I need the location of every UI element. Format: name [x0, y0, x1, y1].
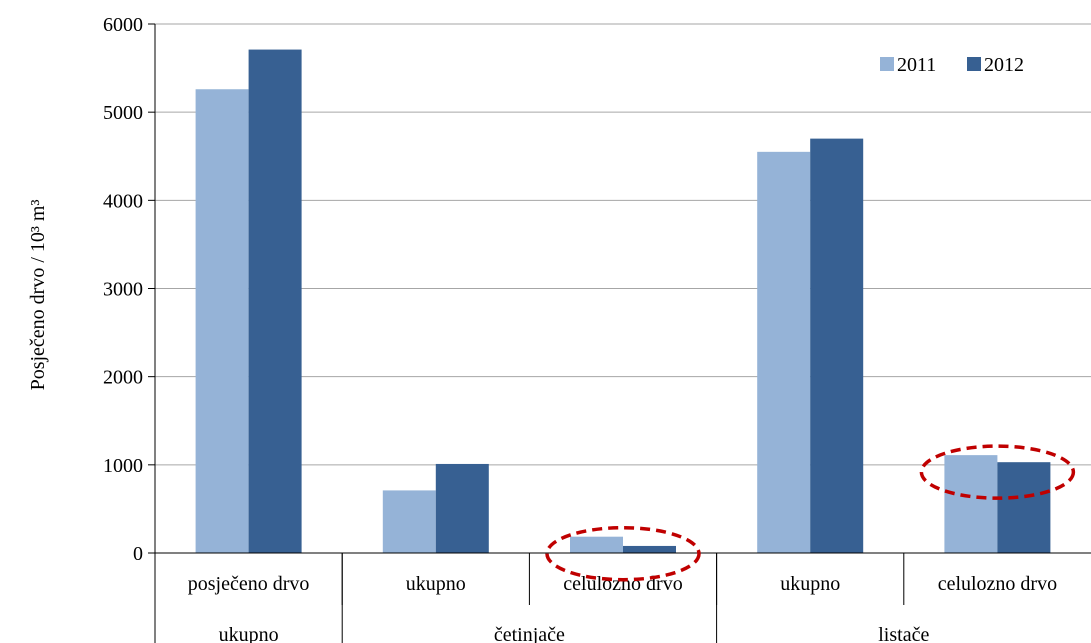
x-category-label: celulozno drvo — [938, 573, 1057, 595]
x-group-label: ukupno — [219, 624, 279, 643]
bar-2011 — [570, 536, 623, 553]
y-tick-label: 2000 — [103, 367, 143, 389]
bar-2012 — [435, 463, 489, 553]
gridlines — [155, 23, 1091, 466]
bar-2011 — [944, 455, 998, 553]
bar-2012 — [810, 138, 864, 553]
x-category-label: posječeno drvo — [188, 573, 310, 595]
x-category-label: ukupno — [780, 573, 840, 595]
legend-swatch — [880, 57, 894, 71]
x-category-labels: posječeno drvo ukupno celulozno drvo ukupno… — [188, 573, 1057, 643]
bar-2011 — [382, 490, 436, 553]
x-group-label: četinjače — [494, 624, 565, 643]
bar-2012 — [623, 545, 676, 553]
highlight-ellipses — [545, 444, 1076, 582]
bar-2012 — [997, 462, 1051, 553]
bars — [195, 49, 1051, 554]
bar-2011 — [757, 151, 811, 553]
highlight-ellipse — [545, 525, 701, 582]
legend-label: 2012 — [984, 54, 1024, 76]
x-category-label: ukupno — [406, 573, 466, 595]
bar-2012 — [248, 49, 302, 554]
y-axis-label: Posječeno drvo / 10³ m³ — [27, 200, 49, 391]
x-category-label: celulozno drvo — [563, 573, 682, 595]
highlight-ellipse — [919, 444, 1076, 500]
x-group-label: listače — [878, 624, 929, 643]
y-tick-label: 6000 — [103, 14, 143, 36]
y-tick-label: 5000 — [103, 102, 143, 124]
axes — [148, 23, 1091, 643]
y-tick-label: 0 — [133, 543, 143, 565]
legend-swatch — [967, 57, 981, 71]
bar-2011 — [195, 89, 249, 553]
legend: 2011 2012 — [880, 54, 1024, 76]
legend-label: 2011 — [897, 54, 936, 76]
y-tick-label: 1000 — [103, 455, 143, 477]
y-tick-labels: 0 1000 2000 3000 4000 5000 6000 — [103, 14, 143, 565]
y-tick-label: 3000 — [103, 279, 143, 301]
y-tick-label: 4000 — [103, 190, 143, 212]
